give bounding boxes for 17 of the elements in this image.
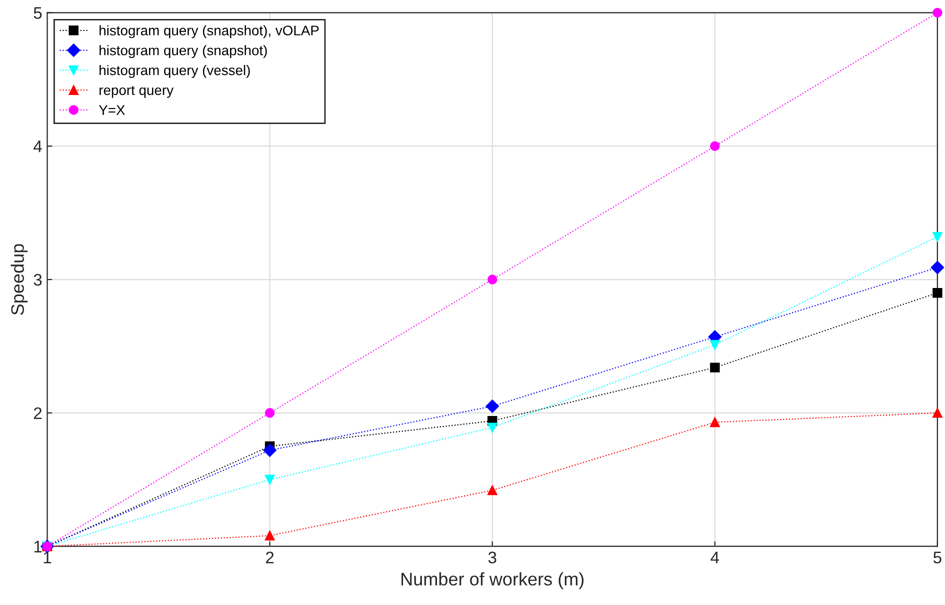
legend-label: Y=X <box>98 105 125 115</box>
legend-label: histogram query (snapshot) <box>100 45 267 58</box>
y-tick-label: 4 <box>34 140 42 152</box>
y-tick-label: 3 <box>34 274 42 286</box>
x-tick-label: 3 <box>488 552 496 564</box>
y-tick-label: 5 <box>34 7 42 19</box>
legend-label: histogram query (vessel) <box>100 64 250 78</box>
legend-label: report query <box>100 86 174 98</box>
x-tick-label: 1 <box>44 552 52 564</box>
x-axis-title: Number of workers (m) <box>402 572 584 590</box>
y-axis-title: Speedup <box>10 244 28 315</box>
y-tick-label: 2 <box>34 407 42 419</box>
x-tick-label: 4 <box>710 552 720 564</box>
x-tick-label: 2 <box>266 552 274 564</box>
x-tick-label: 5 <box>933 552 942 564</box>
y-tick-label: 1 <box>34 540 42 552</box>
legend-label: histogram query (snapshot), vOLAP <box>100 25 319 38</box>
